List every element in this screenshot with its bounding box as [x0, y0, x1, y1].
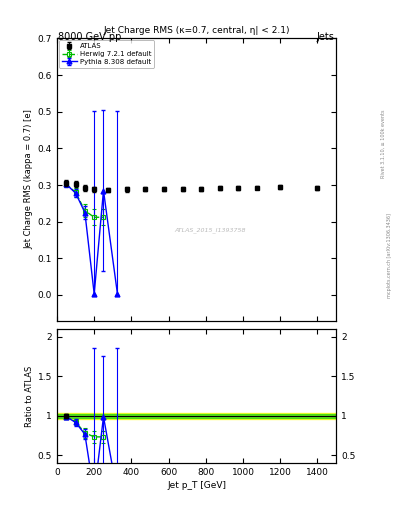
- Text: mcplots.cern.ch [arXiv:1306.3436]: mcplots.cern.ch [arXiv:1306.3436]: [387, 214, 391, 298]
- Text: Rivet 3.1.10, ≥ 100k events: Rivet 3.1.10, ≥ 100k events: [381, 109, 386, 178]
- Y-axis label: Ratio to ATLAS: Ratio to ATLAS: [25, 366, 33, 427]
- Title: Jet Charge RMS (κ=0.7, central, η| < 2.1): Jet Charge RMS (κ=0.7, central, η| < 2.1…: [103, 26, 290, 35]
- Text: Jets: Jets: [317, 32, 335, 42]
- Text: ATLAS_2015_I1393758: ATLAS_2015_I1393758: [175, 227, 246, 233]
- Legend: ATLAS, Herwig 7.2.1 default, Pythia 8.308 default: ATLAS, Herwig 7.2.1 default, Pythia 8.30…: [59, 40, 154, 68]
- Y-axis label: Jet Charge RMS (kappa = 0.7) [e]: Jet Charge RMS (kappa = 0.7) [e]: [25, 110, 33, 249]
- Text: 8000 GeV pp: 8000 GeV pp: [58, 32, 121, 42]
- X-axis label: Jet p_T [GeV]: Jet p_T [GeV]: [167, 481, 226, 490]
